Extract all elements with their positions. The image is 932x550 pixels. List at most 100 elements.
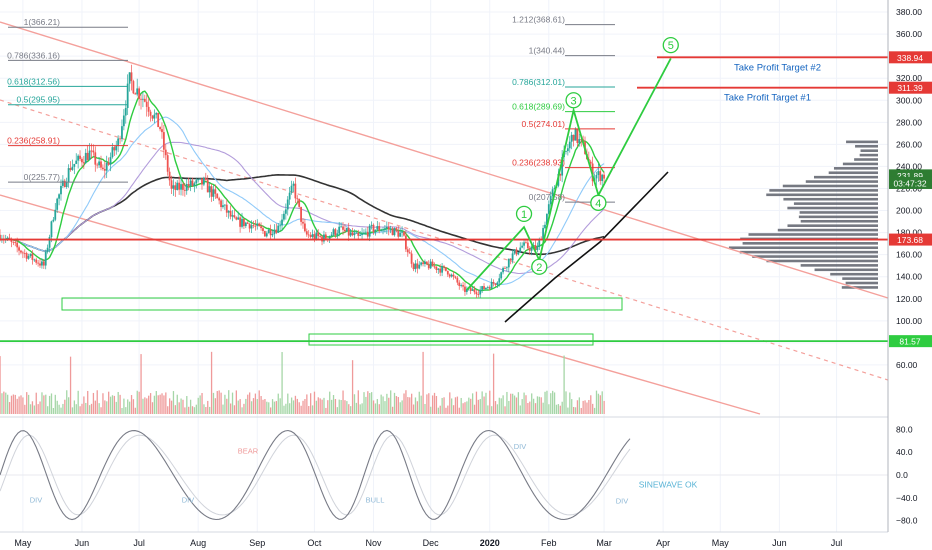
candle-body <box>67 168 70 183</box>
candle-body <box>244 222 247 227</box>
volume-profile-bar <box>800 264 878 267</box>
candle-body <box>313 234 316 239</box>
volume-bar <box>353 394 356 414</box>
take-profit-label: Take Profit Target #2 <box>734 62 821 73</box>
candle-body <box>164 149 167 156</box>
volume-bar <box>83 396 85 414</box>
candle-body <box>269 229 272 236</box>
volume-bar <box>439 405 441 414</box>
volume-bar <box>475 391 478 414</box>
volume-bar <box>285 403 287 414</box>
volume-bar <box>340 400 342 414</box>
candle-body <box>14 242 17 244</box>
candle-body <box>427 264 430 269</box>
volume-bar <box>329 391 331 414</box>
volume-bar <box>433 392 436 414</box>
volume-bar <box>588 399 590 414</box>
candle-body <box>105 162 108 171</box>
candle-body <box>185 184 188 191</box>
candle-body <box>345 227 348 232</box>
oscillator-annotation: DIV <box>30 495 43 504</box>
volume-bar <box>454 397 457 414</box>
candle-body <box>340 226 342 228</box>
volume-bar <box>27 394 30 414</box>
volume-bar <box>16 398 18 414</box>
candle-body <box>589 161 592 164</box>
volume-bar <box>289 403 291 414</box>
time-tick-label: Dec <box>423 538 440 548</box>
volume-bar <box>561 401 563 414</box>
volume-profile-bar <box>798 215 878 219</box>
volume-bar <box>90 403 93 414</box>
volume-profile-bar <box>813 175 878 179</box>
candle-body <box>281 219 283 226</box>
volume-bar <box>18 396 20 414</box>
candle-body <box>143 98 146 102</box>
candle-body <box>553 187 556 190</box>
volume-bar <box>597 393 600 414</box>
candle-body <box>408 252 411 254</box>
volume-bar <box>66 390 68 414</box>
candle-body <box>111 147 114 158</box>
volume-bar <box>292 400 295 414</box>
volume-bar <box>273 401 276 414</box>
support-zone-box <box>308 333 594 346</box>
volume-bar <box>481 391 483 414</box>
candle-body <box>183 189 186 191</box>
volume-bar <box>247 394 249 414</box>
volume-bar <box>593 407 596 414</box>
volume-profile-bar <box>860 149 878 152</box>
volume-bar <box>191 406 194 414</box>
candle-body <box>263 231 266 237</box>
candle-body <box>382 229 384 231</box>
volume-bar <box>574 407 577 414</box>
volume-bar <box>71 407 74 414</box>
volume-profile-bar <box>859 153 878 157</box>
volume-bar <box>403 393 405 414</box>
volume-bar <box>470 398 472 414</box>
candle-body <box>27 255 30 259</box>
volume-bar <box>431 395 434 414</box>
volume-bar <box>108 391 110 414</box>
candle-body <box>406 249 409 253</box>
volume-bar <box>460 397 462 414</box>
volume-profile-bar <box>828 171 878 175</box>
volume-bar <box>330 399 333 414</box>
candle-body <box>561 157 564 176</box>
volume-bar <box>538 396 540 414</box>
volume-bar <box>409 397 411 414</box>
time-tick-label: Feb <box>541 538 557 548</box>
volume-bar <box>26 392 28 414</box>
volume-bar <box>237 400 239 414</box>
volume-bar <box>226 398 228 414</box>
volume-bar <box>599 395 601 414</box>
candle-body <box>309 235 312 237</box>
candle-body <box>498 278 501 283</box>
candle-body <box>229 210 232 217</box>
candle-body <box>174 185 177 190</box>
volume-bar <box>109 396 112 414</box>
candle-body <box>376 226 379 230</box>
candle-body <box>103 169 106 171</box>
oscillator-annotation: BULL <box>366 495 385 504</box>
wave-label: 3 <box>571 95 577 107</box>
candle-body <box>384 228 386 230</box>
volume-bar <box>502 395 504 414</box>
volume-bar <box>197 397 199 414</box>
volume-bar <box>595 390 598 414</box>
volume-bar <box>445 407 447 414</box>
candle-body <box>397 230 400 237</box>
candle-body <box>161 129 163 133</box>
price-tick-label: 120.00 <box>896 294 922 304</box>
candle-body <box>46 247 49 252</box>
volume-bar <box>35 392 37 414</box>
candle-body <box>208 186 211 193</box>
fib-label: 0.5(274.01) <box>522 119 566 129</box>
candle-body <box>197 179 200 181</box>
volume-bar <box>48 395 51 414</box>
candle-body <box>572 134 575 141</box>
candle-body <box>385 226 388 229</box>
candle-body <box>366 231 369 237</box>
candle-body <box>566 148 569 152</box>
volume-bar <box>437 407 439 414</box>
